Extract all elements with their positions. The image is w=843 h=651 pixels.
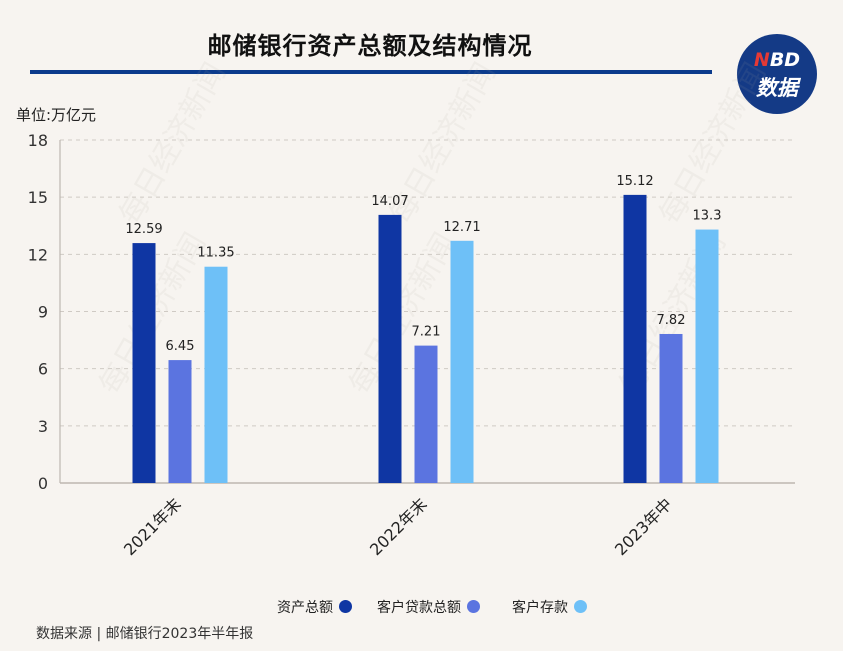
bar-chart: 0 3 6 9 12 15 18 12.59 14.07 15.12 6.45 7.21 7.82 11.…: [28, 131, 795, 559]
y-tick-label: 18: [28, 131, 48, 150]
legend: 资产总额 客户贷款总额 客户存款: [0, 597, 843, 617]
bar: [414, 345, 438, 483]
data-label: 12.59: [125, 222, 162, 237]
data-label: 12.71: [443, 220, 480, 235]
bar: [659, 333, 683, 483]
data-label: 6.45: [166, 339, 195, 354]
data-label: 11.35: [197, 246, 234, 261]
nbd-logo: NBD 数据: [737, 34, 817, 114]
y-tick-label: 15: [28, 188, 48, 207]
legend-label: 客户贷款总额: [377, 600, 461, 616]
data-label: 15.12: [616, 174, 653, 189]
legend-swatch: [339, 600, 352, 613]
y-tick-label: 12: [28, 245, 48, 264]
legend-swatch: [574, 600, 587, 613]
logo-bottom-text: 数据: [756, 76, 798, 100]
legend-label: 资产总额: [277, 600, 333, 616]
x-tick-label: 2022年末: [366, 494, 431, 559]
legend-swatch: [467, 600, 480, 613]
y-tick-label: 3: [38, 417, 48, 436]
bar: [378, 214, 402, 483]
bar: [132, 243, 156, 483]
bar: [168, 360, 192, 483]
x-tick-label: 2021年末: [120, 494, 185, 559]
data-label: 7.21: [412, 325, 441, 340]
data-label: 13.3: [693, 209, 722, 224]
data-label: 14.07: [371, 194, 408, 209]
bar: [623, 194, 647, 483]
legend-label: 客户存款: [512, 600, 568, 616]
data-label: 7.82: [657, 313, 686, 328]
data-source: 数据来源 | 邮储银行2023年半年报: [36, 626, 254, 642]
y-tick-label: 0: [38, 474, 48, 493]
x-tick-label: 2023年中: [611, 494, 676, 559]
title-underline: [30, 70, 712, 74]
bar: [204, 266, 228, 483]
chart-title: 邮储银行资产总额及结构情况: [207, 32, 533, 60]
bar: [695, 229, 719, 483]
legend-item-total-assets: 资产总额: [277, 597, 352, 617]
legend-item-loans: 客户贷款总额: [377, 597, 480, 617]
logo-top-text: NBD: [753, 49, 801, 71]
bar: [450, 240, 474, 483]
y-tick-label: 9: [38, 303, 48, 322]
y-tick-label: 6: [38, 360, 48, 379]
unit-label: 单位:万亿元: [16, 106, 97, 124]
legend-item-deposits: 客户存款: [512, 597, 587, 617]
